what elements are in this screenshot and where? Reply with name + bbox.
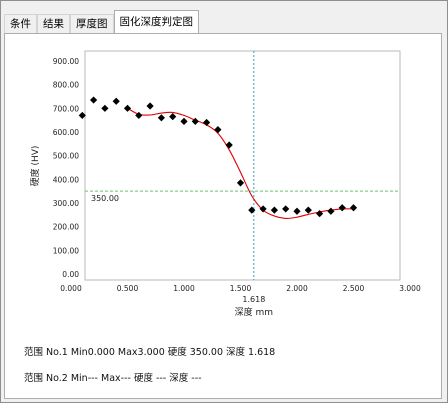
data-point-marker (191, 117, 199, 125)
data-point-marker (123, 104, 132, 112)
y-tick-label: 200.00 (53, 223, 79, 232)
data-point-marker (327, 207, 335, 215)
data-point-marker (270, 206, 278, 214)
plot-area (84, 50, 401, 281)
range-1-no: No.1 (46, 347, 68, 358)
data-point-marker (214, 126, 222, 134)
data-point-marker (112, 97, 120, 105)
data-point-marker (259, 205, 267, 213)
range-1-depth: 1.618 (248, 347, 276, 358)
y-tick-label: 0.00 (62, 270, 79, 279)
data-point-marker (180, 117, 188, 125)
y-tick-label: 900.00 (53, 57, 79, 66)
range-2-depth: --- (191, 373, 202, 384)
data-point-marker (90, 96, 98, 104)
data-point-marker (293, 207, 301, 215)
x-tick-label: 0.500 (117, 284, 139, 293)
data-point-marker (304, 206, 312, 214)
x-tick-label: 1.000 (173, 284, 195, 293)
range-2-max: Max--- (101, 373, 131, 384)
y-tick-label: 500.00 (53, 152, 79, 161)
x-tick-label: 1.500 (230, 284, 252, 293)
data-point-marker (78, 111, 86, 120)
data-point-marker (282, 205, 290, 213)
data-point-marker (349, 204, 358, 212)
x-tick-label: 3.000 (399, 284, 421, 293)
data-point-marker (146, 102, 154, 110)
range-1-min: Min0.000 (70, 347, 115, 358)
range-1-summary: 范围 No.1 Min0.000 Max3.000 硬度 350.00 深度 1.618 (24, 344, 278, 358)
tab-results[interactable]: 结果 (37, 14, 70, 33)
data-point-marker (236, 179, 245, 187)
tab-bar: 条件 结果 厚度图 固化深度判定图 (4, 10, 199, 33)
data-point-marker (338, 204, 346, 212)
y-tick-label: 100.00 (53, 246, 79, 255)
data-point-marker (169, 113, 177, 121)
y-tick-label: 300.00 (53, 199, 79, 208)
range-2-hardness-label: 硬度 (133, 373, 153, 384)
range-1-hardness-label: 硬度 (167, 347, 187, 358)
tab-conditions[interactable]: 条件 (4, 14, 37, 33)
range-2-depth-label: 深度 (169, 373, 189, 384)
range-1-max: Max3.000 (117, 347, 165, 358)
range-2-min: Min--- (70, 373, 98, 384)
data-point-marker (248, 206, 256, 214)
y-axis-label: 硬度 (HV) (29, 146, 41, 187)
x-tick-label: 0.000 (60, 284, 82, 293)
data-point-marker (101, 104, 109, 112)
x-tick-label: 2.000 (286, 284, 308, 293)
range-2-no: No.2 (46, 373, 68, 384)
x-axis-label: 深度 mm (235, 306, 273, 318)
fit-curve-line (127, 107, 354, 219)
range-2-summary: 范围 No.2 Min--- Max--- 硬度 --- 深度 --- (24, 370, 205, 384)
y-tick-label: 600.00 (53, 128, 79, 137)
x-tick-label: 2.500 (343, 284, 365, 293)
range-1-label: 范围 (24, 347, 44, 358)
data-point-marker (203, 118, 211, 127)
data-point-marker (225, 141, 233, 149)
y-tick-label: 800.00 (53, 81, 79, 90)
tab-thickness-chart[interactable]: 厚度图 (70, 14, 114, 33)
y-tick-label: 700.00 (53, 104, 79, 113)
data-point-marker (135, 111, 143, 120)
range-2-hardness: --- (155, 373, 167, 384)
range-2-label: 范围 (24, 373, 44, 384)
threshold-hardness-label: 350.00 (91, 194, 119, 203)
tab-hardening-depth-chart[interactable]: 固化深度判定图 (113, 10, 199, 33)
data-point-marker (157, 114, 165, 122)
range-1-hardness: 350.00 (189, 347, 224, 358)
y-tick-label: 400.00 (53, 175, 79, 184)
range-1-depth-label: 深度 (226, 347, 246, 358)
data-point-marker (316, 210, 324, 218)
judged-depth-label: 1.618 (242, 295, 265, 304)
